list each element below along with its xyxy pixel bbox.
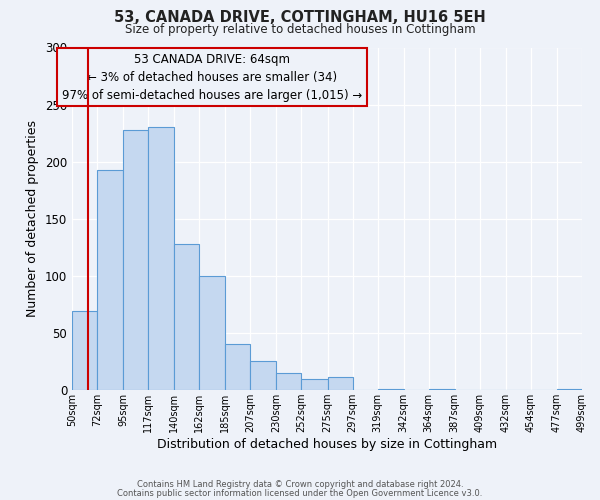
Bar <box>328 378 353 390</box>
Text: Contains HM Land Registry data © Crown copyright and database right 2024.: Contains HM Land Registry data © Crown c… <box>137 480 463 489</box>
Bar <box>428 389 455 390</box>
Bar <box>377 389 404 390</box>
Bar <box>301 378 328 390</box>
Bar <box>250 362 277 390</box>
Bar <box>226 344 250 390</box>
Y-axis label: Number of detached properties: Number of detached properties <box>26 120 40 318</box>
Bar <box>199 276 226 390</box>
Text: 53, CANADA DRIVE, COTTINGHAM, HU16 5EH: 53, CANADA DRIVE, COTTINGHAM, HU16 5EH <box>114 10 486 25</box>
Bar <box>97 170 123 390</box>
Bar <box>557 389 582 390</box>
Bar <box>277 373 301 390</box>
Text: Contains public sector information licensed under the Open Government Licence v3: Contains public sector information licen… <box>118 488 482 498</box>
Bar <box>174 244 199 390</box>
Text: Size of property relative to detached houses in Cottingham: Size of property relative to detached ho… <box>125 22 475 36</box>
X-axis label: Distribution of detached houses by size in Cottingham: Distribution of detached houses by size … <box>157 438 497 451</box>
Bar <box>72 311 97 390</box>
Bar <box>148 128 174 390</box>
Bar <box>123 130 148 390</box>
Text: 53 CANADA DRIVE: 64sqm
← 3% of detached houses are smaller (34)
97% of semi-deta: 53 CANADA DRIVE: 64sqm ← 3% of detached … <box>62 52 362 102</box>
